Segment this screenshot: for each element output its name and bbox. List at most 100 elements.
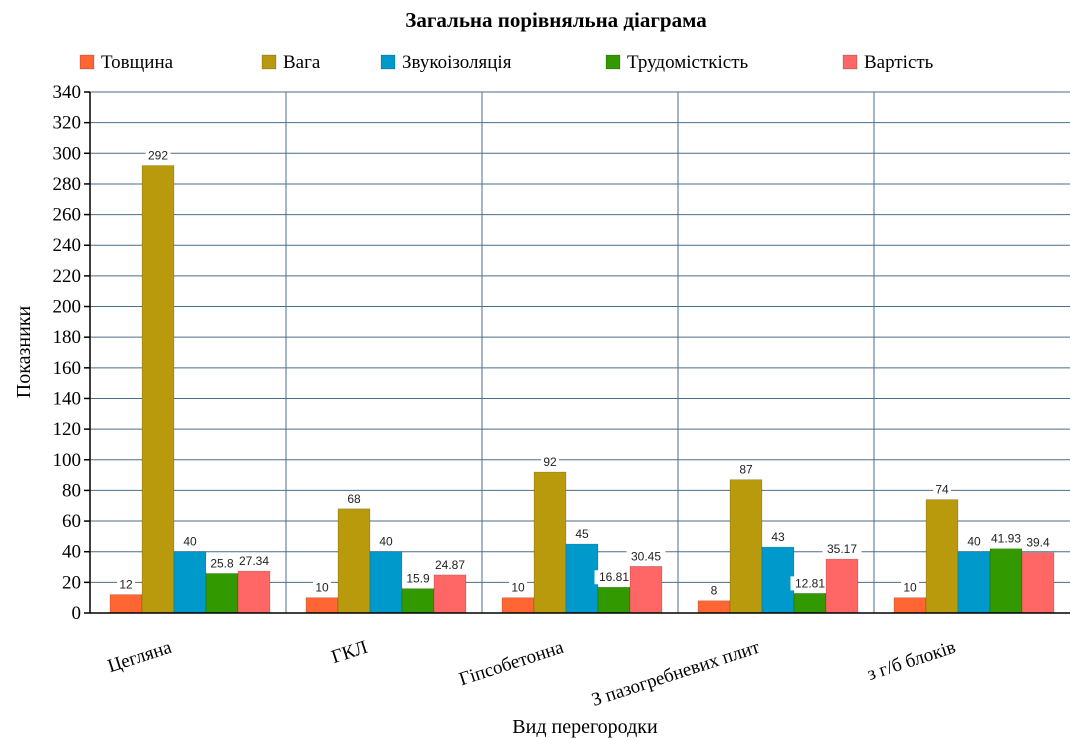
y-tick-label: 340 — [53, 82, 82, 103]
bars: 12 292 40 25.8 27.34 10 68 40 15.9 24.87 10 92 45 16.… — [109, 148, 1055, 614]
value-label-bg — [769, 530, 787, 545]
legend-swatch — [79, 54, 95, 70]
y-tick-label: 60 — [62, 511, 81, 532]
bar — [109, 594, 143, 614]
value-label-bg — [594, 570, 634, 585]
value-label-bg — [707, 583, 721, 598]
bar — [565, 543, 599, 614]
category-label: ГКЛ — [329, 637, 370, 668]
grid — [90, 91, 1070, 613]
value-label: 41.93 — [991, 532, 1021, 546]
value-label-bg — [206, 556, 238, 571]
value-label: 68 — [347, 492, 361, 506]
value-label: 292 — [148, 149, 168, 163]
value-label: 10 — [903, 581, 917, 595]
value-label-bg — [145, 148, 171, 163]
value-label-bg — [790, 576, 830, 591]
value-label: 35.17 — [827, 542, 857, 556]
y-tick-label: 120 — [53, 419, 82, 440]
y-tick-label: 220 — [53, 266, 82, 287]
bar — [205, 573, 239, 614]
bar — [957, 551, 991, 614]
legend-swatch — [842, 54, 858, 70]
value-label-bg — [117, 577, 135, 592]
value-label-bg — [541, 455, 559, 470]
value-label: 39.4 — [1026, 536, 1050, 550]
value-label: 40 — [967, 535, 981, 549]
bar — [729, 479, 763, 614]
bar — [925, 499, 959, 614]
x-axis-title: Вид перегородки — [512, 716, 658, 738]
category-label: з г/б блоків — [865, 637, 958, 685]
y-tick-label: 200 — [53, 297, 82, 318]
value-label: 15.9 — [406, 572, 430, 586]
y-tick-label: 100 — [53, 450, 82, 471]
value-label-bg — [181, 534, 199, 549]
value-label: 87 — [739, 463, 753, 477]
bar — [825, 558, 859, 614]
value-label: 74 — [935, 483, 949, 497]
value-label-bg — [313, 580, 331, 595]
chart-title: Загальна порівняльна діаграма — [405, 8, 707, 32]
value-label: 8 — [711, 584, 718, 598]
y-tick-label: 40 — [62, 542, 81, 563]
value-label-bg — [737, 462, 755, 477]
category-label: Цегляна — [105, 637, 175, 677]
y-tick-label: 0 — [72, 603, 82, 624]
value-label-bg — [345, 491, 363, 506]
value-label: 16.81 — [599, 570, 629, 584]
value-label: 12 — [119, 578, 133, 592]
value-label-bg — [573, 527, 591, 542]
bar — [173, 551, 207, 614]
value-label-bg — [430, 557, 470, 572]
category-label: Гіпсобетонна — [457, 637, 567, 691]
value-label: 27.34 — [239, 554, 269, 568]
legend-label: Вага — [283, 52, 321, 73]
value-label: 10 — [511, 581, 525, 595]
value-label: 92 — [543, 455, 557, 469]
bar — [433, 574, 467, 614]
legend-label: Товщина — [101, 52, 174, 73]
bar — [401, 588, 435, 614]
bar — [761, 546, 795, 614]
bar — [337, 508, 371, 614]
bar — [893, 597, 927, 614]
y-tick-label: 260 — [53, 205, 82, 226]
value-label: 30.45 — [631, 549, 661, 563]
bar — [697, 600, 731, 614]
value-label: 43 — [771, 530, 785, 544]
y-tick-label: 180 — [53, 327, 82, 348]
category-label: З пазогребневих плит — [589, 637, 763, 711]
bar — [369, 551, 403, 614]
y-tick-label: 240 — [53, 235, 82, 256]
value-label-bg — [822, 542, 862, 557]
bar — [629, 566, 663, 614]
y-tick-label: 300 — [53, 143, 82, 164]
y-tick-label: 320 — [53, 113, 82, 134]
value-label-bg — [986, 531, 1026, 546]
bar — [501, 597, 535, 614]
value-label: 10 — [315, 581, 329, 595]
bar — [793, 593, 827, 614]
axes: 0 20 40 60 80 100 120 140 160 180 200 220 240 260 280 3… — [53, 82, 1070, 711]
bar — [989, 548, 1023, 614]
value-label-bg — [965, 534, 983, 549]
value-label-bg — [901, 580, 919, 595]
bar — [533, 471, 567, 614]
legend-label: Трудомісткість — [627, 52, 749, 73]
value-label: 40 — [379, 535, 393, 549]
value-label-bg — [377, 534, 395, 549]
value-label-bg — [626, 549, 666, 564]
value-label: 12.81 — [795, 576, 825, 590]
value-label: 25.8 — [210, 556, 234, 570]
value-label: 45 — [575, 527, 589, 541]
value-label-bg — [402, 571, 434, 586]
legend-swatch — [261, 54, 277, 70]
bar — [597, 586, 631, 614]
y-tick-label: 20 — [62, 572, 81, 593]
value-label: 40 — [183, 535, 197, 549]
legend-label: Вартість — [864, 52, 934, 73]
bar — [141, 165, 175, 614]
legend: Товщина Вага Звукоізоляція Трудомісткість Ва… — [79, 52, 934, 73]
